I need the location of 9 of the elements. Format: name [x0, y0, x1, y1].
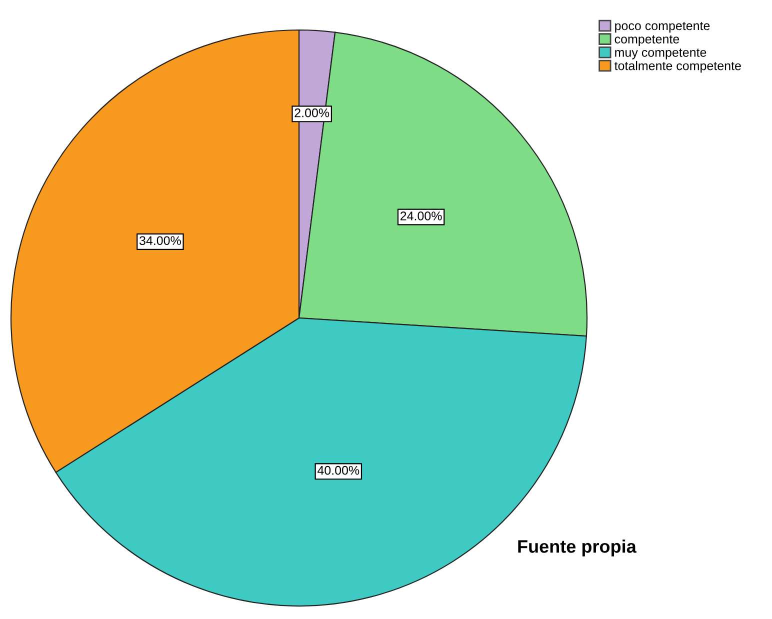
- legend-label: totalmente competente: [614, 61, 741, 73]
- data-label: 34.00%: [139, 236, 181, 246]
- legend-label: competente: [614, 35, 680, 46]
- data-label: 40.00%: [317, 466, 360, 475]
- data-label: 24.00%: [400, 212, 442, 220]
- data-label: 2.00%: [294, 108, 330, 118]
- source-note: Fuente propia: [518, 540, 636, 556]
- legend-label: muy competente: [615, 48, 706, 60]
- legend-label: poco competente: [615, 22, 710, 33]
